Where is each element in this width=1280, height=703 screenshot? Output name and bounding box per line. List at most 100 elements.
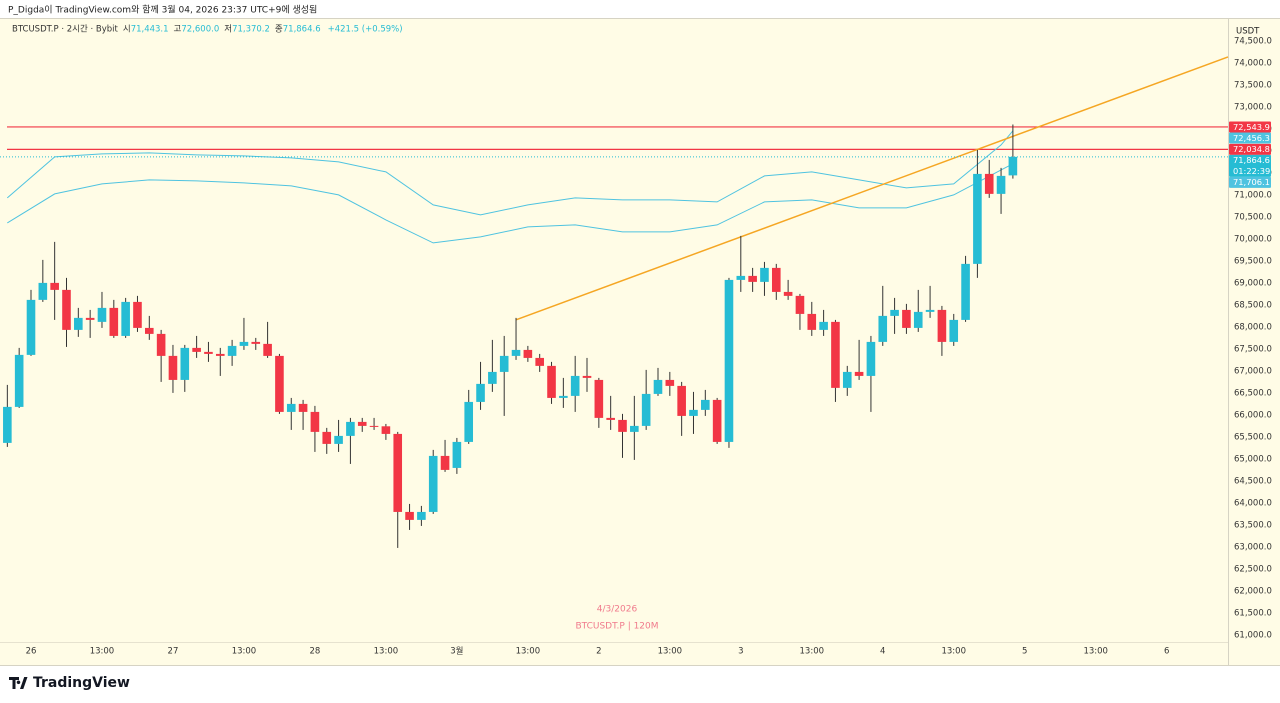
candle-body: [1008, 156, 1018, 176]
legend-key: 시: [123, 25, 131, 35]
footer-brand: TradingView: [33, 675, 130, 691]
candle-body: [133, 301, 142, 328]
candle-body: [464, 401, 474, 442]
y-tick-label: 66,500.0: [1234, 388, 1272, 398]
y-tick-label: 67,000.0: [1234, 366, 1272, 376]
legend-value: 71,370.2: [232, 25, 270, 35]
candle-body: [50, 282, 59, 290]
y-tick-label: 64,000.0: [1234, 498, 1272, 508]
legend: BTCUSDT.P · 2시간 · Bybit 시 71,443.1 고 72,600…: [12, 24, 403, 35]
y-tick-label: 63,000.0: [1234, 542, 1272, 552]
candle-body: [665, 379, 675, 386]
y-tick-label: 67,500.0: [1234, 344, 1272, 354]
candle-body: [263, 343, 272, 356]
price-label-bg: [1229, 154, 1271, 177]
candle-body: [630, 425, 639, 432]
candle-body: [594, 379, 604, 418]
trendline: [515, 56, 1229, 321]
candle-body: [298, 403, 308, 412]
band-line: [6, 130, 1014, 216]
candle-body: [428, 455, 438, 512]
x-tick-label: 13:00: [800, 647, 825, 657]
x-tick-label: 13:00: [658, 647, 683, 657]
y-tick-label: 73,500.0: [1234, 80, 1272, 90]
candle-body: [653, 379, 663, 394]
candle-body: [26, 299, 36, 355]
candle-body: [440, 455, 450, 470]
candle-body: [499, 355, 509, 372]
legend-symbol: BTCUSDT.P · 2시간 · Bybit: [12, 24, 119, 35]
candle-body: [618, 419, 627, 432]
price-label: 72,034.8: [1233, 144, 1270, 154]
candle-body: [381, 426, 391, 434]
candle-body: [38, 282, 48, 300]
candle-body: [701, 399, 710, 410]
legend-key: 종: [275, 25, 283, 35]
x-tick-label: 28: [310, 647, 321, 657]
y-tick-label: 69,000.0: [1234, 278, 1272, 288]
candle-body: [712, 399, 722, 442]
y-tick-label: 68,000.0: [1234, 322, 1272, 332]
x-tick-label: 4: [880, 647, 885, 657]
x-tick-label: 6: [1164, 647, 1169, 657]
x-tick-label: 13:00: [516, 647, 541, 657]
candle-body: [689, 409, 698, 416]
candle-body: [760, 267, 769, 282]
candle-body: [476, 383, 485, 402]
candle-body: [925, 309, 935, 312]
footer-logo: TradingView: [9, 675, 130, 691]
price-label: 72,543.9: [1233, 122, 1270, 132]
price-label-bg: [1229, 176, 1271, 188]
currency: USDT: [1236, 27, 1260, 37]
candle-body: [393, 433, 403, 512]
candle-body: [239, 341, 249, 346]
candle-body: [357, 421, 367, 426]
x-tick-label: 3월: [450, 646, 463, 657]
candle-body: [937, 309, 947, 342]
x-tick-label: 13:00: [1083, 647, 1108, 657]
x-tick-label: 26: [26, 647, 37, 657]
candle-body: [771, 267, 781, 292]
price-label: 71,706.1: [1233, 177, 1270, 187]
candle-body: [523, 349, 533, 358]
y-tick-label: 64,500.0: [1234, 476, 1272, 486]
candle-body: [842, 371, 852, 388]
watermark-date: 4/3/2026: [597, 605, 638, 615]
legend-value: 71,443.1: [131, 25, 169, 35]
candle-body: [831, 321, 840, 388]
y-tick-label: 73,000.0: [1234, 102, 1272, 112]
candle-body: [145, 327, 154, 334]
x-tick-label: 2: [596, 647, 601, 657]
candle-body: [890, 309, 899, 316]
y-tick-label: 65,000.0: [1234, 454, 1272, 464]
y-tick-label: 62,500.0: [1234, 564, 1272, 574]
chart-bg: [0, 18, 1280, 665]
y-tick-label: 74,000.0: [1234, 58, 1272, 68]
y-tick-label: 62,000.0: [1234, 586, 1272, 596]
candle-body: [641, 393, 651, 426]
y-tick-label: 70,000.0: [1234, 234, 1272, 244]
candle-body: [192, 347, 201, 352]
candle-body: [736, 275, 746, 280]
y-tick-label: 61,000.0: [1234, 630, 1272, 640]
x-tick-label: 13:00: [941, 647, 966, 657]
candle-body: [996, 175, 1006, 194]
candle-body: [310, 411, 320, 432]
candle-body: [322, 431, 332, 444]
candle-body: [511, 349, 521, 356]
candle-body: [913, 311, 923, 328]
y-tick-label: 61,500.0: [1234, 608, 1272, 618]
y-tick-label: 65,500.0: [1234, 432, 1272, 442]
candle-body: [902, 309, 911, 328]
candle-body: [488, 371, 497, 384]
candle-body: [795, 295, 805, 314]
x-tick-label: 13:00: [232, 647, 257, 657]
candle-body: [984, 173, 994, 194]
x-tick-label: 3: [738, 647, 743, 657]
candle-body: [346, 421, 355, 436]
price-label: 71,864.6: [1233, 155, 1270, 165]
legend-value: 71,864.6: [283, 25, 321, 35]
candle-body: [807, 313, 817, 330]
